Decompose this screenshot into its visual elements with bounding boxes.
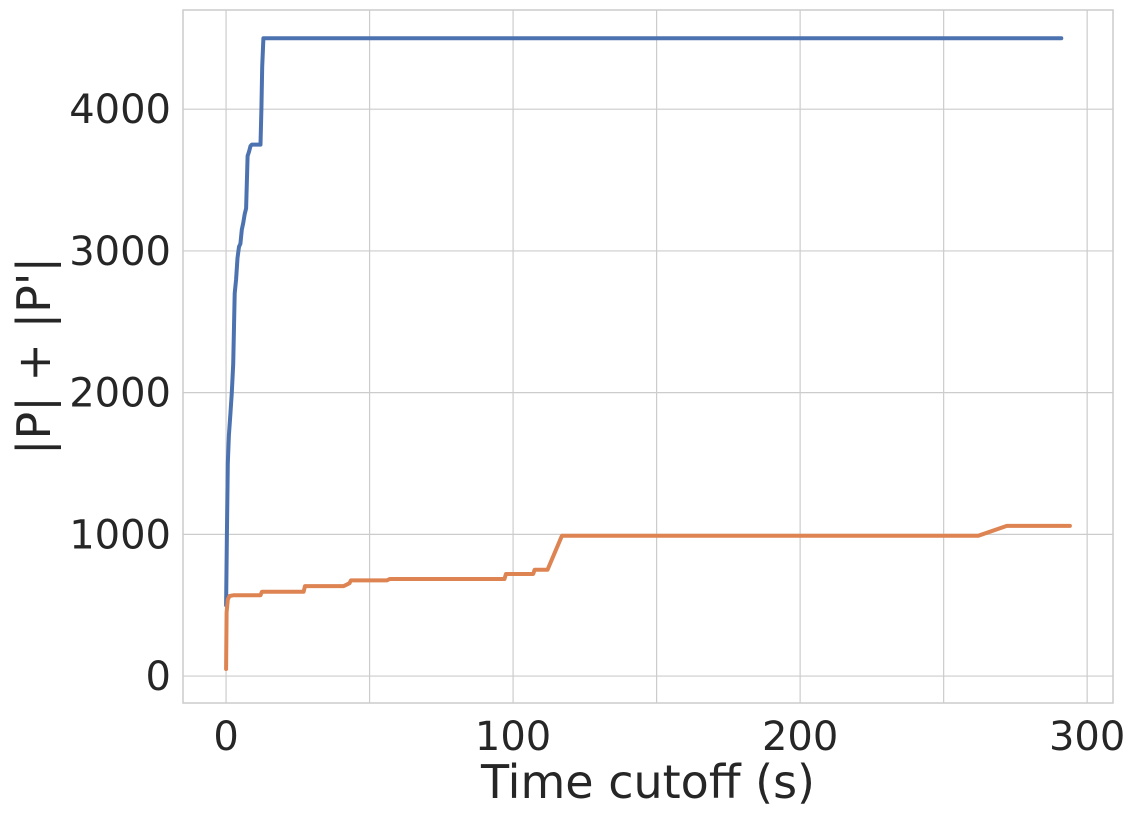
y-axis-label: |P| + |P'| xyxy=(7,257,62,455)
x-tick-label: 100 xyxy=(475,714,551,760)
series-line-2 xyxy=(224,523,1072,671)
x-tick-label: 0 xyxy=(213,714,238,760)
x-tick-label: 300 xyxy=(1049,714,1125,760)
y-tick-label: 0 xyxy=(146,654,171,700)
y-tick-label: 4000 xyxy=(69,87,171,133)
x-tick-labels: 0 100 200 300 xyxy=(213,714,1125,760)
y-tick-label: 3000 xyxy=(69,229,171,275)
y-tick-label: 2000 xyxy=(69,371,171,417)
series-lines xyxy=(224,36,1072,671)
y-tick-labels: 0 1000 2000 3000 4000 xyxy=(69,87,171,700)
plot-frame xyxy=(182,9,1114,704)
series-line-1 xyxy=(224,36,1064,608)
grid-lines xyxy=(183,10,1113,703)
x-axis-label: Time cutoff (s) xyxy=(480,755,815,809)
x-tick-label: 200 xyxy=(762,714,838,760)
y-tick-label: 1000 xyxy=(69,512,171,558)
